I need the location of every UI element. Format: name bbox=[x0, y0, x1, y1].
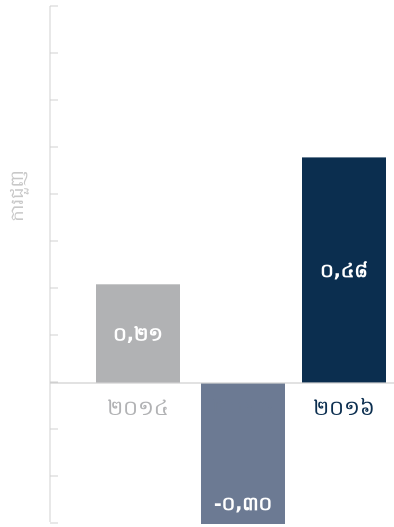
data-label-3: ០,៤៨ bbox=[320, 260, 368, 282]
y-axis bbox=[49, 5, 58, 524]
data-label-2: -០,៣០ bbox=[214, 493, 272, 515]
y-axis-ticks bbox=[50, 5, 58, 524]
data-label-1: ០,២១ bbox=[113, 324, 162, 346]
bar-1 bbox=[96, 284, 180, 383]
category-label-2: ២០១៥ bbox=[212, 396, 274, 420]
bar-2 bbox=[201, 383, 285, 524]
category-label-1: ២០១៤ bbox=[107, 396, 169, 420]
category-label-3: ២០១៦ bbox=[313, 396, 375, 420]
y-axis-label: ការ​ជួញ bbox=[7, 170, 29, 221]
bar-3 bbox=[302, 157, 386, 383]
bars-group bbox=[96, 157, 386, 524]
